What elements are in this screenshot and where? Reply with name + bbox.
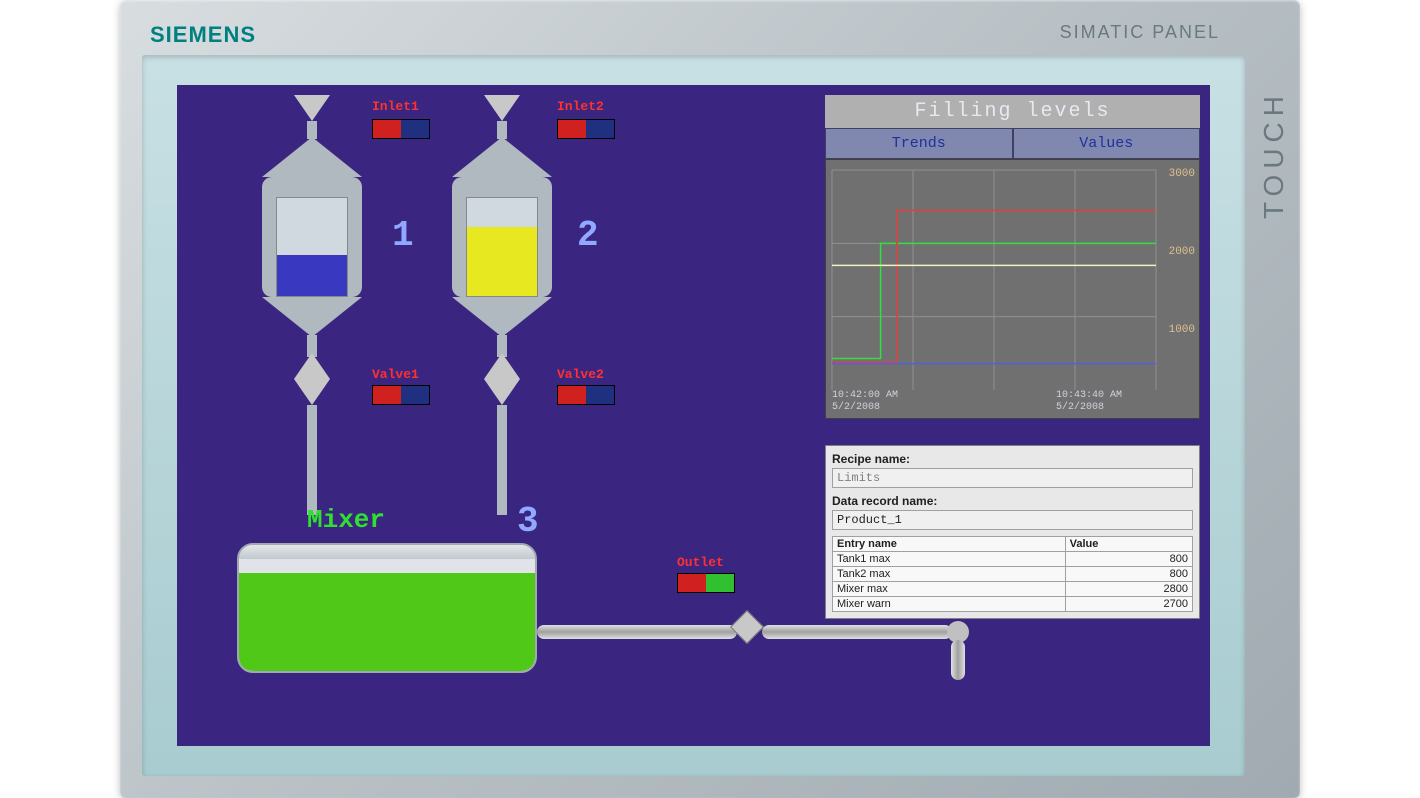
recipe-table: Entry name Value Tank1 max800Tank2 max80… xyxy=(832,536,1193,612)
entry-name: Tank1 max xyxy=(833,552,1066,567)
tank1-cap-top xyxy=(262,137,362,177)
hmi-screen[interactable]: Inlet1 Inlet2 1 xyxy=(177,85,1210,746)
tank2 xyxy=(452,177,552,297)
table-row[interactable]: Tank1 max800 xyxy=(833,552,1193,567)
tank2-liquid xyxy=(467,227,537,296)
mixer-number: 3 xyxy=(517,501,539,542)
outlet-pipe-1 xyxy=(537,625,737,639)
screen-bezel: Inlet1 Inlet2 1 xyxy=(142,55,1245,776)
col-entry: Entry name xyxy=(833,537,1066,552)
recipe-name-field[interactable]: Limits xyxy=(832,468,1193,488)
outlet-valve[interactable] xyxy=(730,610,764,644)
ytick-1000: 1000 xyxy=(1169,324,1195,336)
entry-value: 2800 xyxy=(1065,582,1192,597)
chart-title: Filling levels xyxy=(825,95,1200,128)
inlet1-indicator[interactable] xyxy=(372,119,430,139)
tank1-cap-bot xyxy=(262,297,362,337)
entry-value: 2700 xyxy=(1065,597,1192,612)
chart-time-left: 10:42:00 AM5/2/2008 xyxy=(832,390,898,414)
col-value: Value xyxy=(1065,537,1192,552)
tank2-pipe-down xyxy=(497,405,507,515)
mixer-label: Mixer xyxy=(307,505,385,535)
entry-value: 800 xyxy=(1065,567,1192,582)
tab-trends[interactable]: Trends xyxy=(825,128,1013,159)
tank2-cap-top xyxy=(452,137,552,177)
entry-name: Mixer warn xyxy=(833,597,1066,612)
tank2-valve-cone-bot xyxy=(484,379,520,405)
inlet1-label: Inlet1 xyxy=(372,99,419,114)
model-label: SIMATIC PANEL xyxy=(1060,22,1220,43)
tank1-valve-cone-top xyxy=(294,353,330,379)
trend-svg xyxy=(826,160,1201,420)
ytick-3000: 3000 xyxy=(1169,168,1195,180)
tank1-inlet-funnel xyxy=(294,95,330,121)
mixer-tank-cap xyxy=(239,543,535,559)
tank2-number: 2 xyxy=(577,215,599,256)
entry-value: 800 xyxy=(1065,552,1192,567)
chart-time-right: 10:43:40 AM5/2/2008 xyxy=(1056,390,1122,414)
ytick-2000: 2000 xyxy=(1169,246,1195,258)
tank1-liquid xyxy=(277,255,347,296)
touch-side-label: TOUCH xyxy=(1258,90,1290,219)
inlet2-label: Inlet2 xyxy=(557,99,604,114)
table-row[interactable]: Mixer max2800 xyxy=(833,582,1193,597)
tank1-pipe-down xyxy=(307,405,317,515)
outlet-pipe-2 xyxy=(762,625,952,639)
mixer-tank xyxy=(237,543,537,673)
table-row[interactable]: Mixer warn2700 xyxy=(833,597,1193,612)
table-row[interactable]: Tank2 max800 xyxy=(833,567,1193,582)
chart-tabs: Trends Values xyxy=(825,128,1200,159)
valve2-indicator[interactable] xyxy=(557,385,615,405)
tab-values[interactable]: Values xyxy=(1013,128,1201,159)
tank1 xyxy=(262,177,362,297)
mixer-liquid xyxy=(239,573,535,671)
tank2-inlet-funnel xyxy=(484,95,520,121)
tank1-valve-cone-bot xyxy=(294,379,330,405)
tank2-cap-bot xyxy=(452,297,552,337)
data-record-label: Data record name: xyxy=(832,494,937,508)
outlet-pipe-down xyxy=(951,640,965,680)
recipe-panel: Recipe name: Limits Data record name: Pr… xyxy=(825,445,1200,619)
brand-logo: SIEMENS xyxy=(150,22,256,48)
data-record-field[interactable]: Product_1 xyxy=(832,510,1193,530)
tank2-glass xyxy=(466,197,538,297)
outlet-label: Outlet xyxy=(677,555,724,570)
entry-name: Tank2 max xyxy=(833,567,1066,582)
trend-chart[interactable]: 3000 2000 1000 10:42:00 AM5/2/2008 10:43… xyxy=(825,159,1200,419)
recipe-name-label: Recipe name: xyxy=(832,452,910,466)
entry-name: Mixer max xyxy=(833,582,1066,597)
valve2-label: Valve2 xyxy=(557,367,604,382)
tank2-valve-cone-top xyxy=(484,353,520,379)
valve1-label: Valve1 xyxy=(372,367,419,382)
tank1-number: 1 xyxy=(392,215,414,256)
hmi-device-frame: SIEMENS SIMATIC PANEL TOUCH Inlet1 Inlet… xyxy=(120,0,1300,798)
outlet-indicator[interactable] xyxy=(677,573,735,593)
tank1-glass xyxy=(276,197,348,297)
chart-panel: Filling levels Trends Values 3000 2000 1… xyxy=(825,95,1200,435)
inlet2-indicator[interactable] xyxy=(557,119,615,139)
valve1-indicator[interactable] xyxy=(372,385,430,405)
